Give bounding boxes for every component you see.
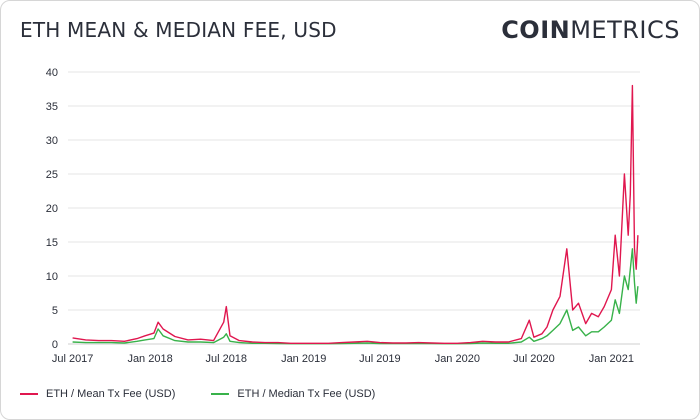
x-tick-label-0: Jul 2017 <box>52 353 94 365</box>
logo-metrics-text: METRICS <box>570 16 680 44</box>
x-tick-label-2: Jul 2018 <box>205 353 247 365</box>
x-tick-label-4: Jul 2019 <box>359 353 401 365</box>
series-line-mean <box>72 84 639 344</box>
y-tick-label-25: 25 <box>46 169 58 181</box>
legend-label-median: ETH / Median Tx Fee (USD) <box>237 388 376 400</box>
x-tick-label-5: Jan 2020 <box>435 353 480 365</box>
y-tick-label-15: 15 <box>46 237 58 249</box>
legend-item-median[interactable]: ETH / Median Tx Fee (USD) <box>211 388 375 400</box>
series-line-median <box>72 248 639 345</box>
legend-swatch-median <box>211 393 230 395</box>
legend-label-mean: ETH / Mean Tx Fee (USD) <box>46 388 176 400</box>
y-tick-label-35: 35 <box>46 101 58 113</box>
y-tick-label-30: 30 <box>46 135 58 147</box>
y-tick-label-40: 40 <box>46 67 58 79</box>
legend: ETH / Mean Tx Fee (USD) ETH / Median Tx … <box>20 388 375 400</box>
coinmetrics-logo: COINMETRICS <box>501 16 680 44</box>
y-tick-label-5: 5 <box>52 305 58 317</box>
legend-swatch-mean <box>20 393 38 395</box>
x-tick-label-6: Jul 2020 <box>513 353 555 365</box>
y-tick-label-0: 0 <box>52 339 58 351</box>
x-tick-label-1: Jan 2018 <box>127 353 172 365</box>
y-tick-label-20: 20 <box>46 203 58 215</box>
chart-title: ETH MEAN & MEDIAN FEE, USD <box>20 18 337 42</box>
legend-item-mean[interactable]: ETH / Mean Tx Fee (USD) <box>20 388 175 400</box>
y-tick-label-10: 10 <box>46 271 58 283</box>
logo-coin-text: COIN <box>501 16 571 44</box>
x-tick-label-7: Jan 2021 <box>589 353 634 365</box>
x-tick-label-3: Jan 2019 <box>281 353 326 365</box>
